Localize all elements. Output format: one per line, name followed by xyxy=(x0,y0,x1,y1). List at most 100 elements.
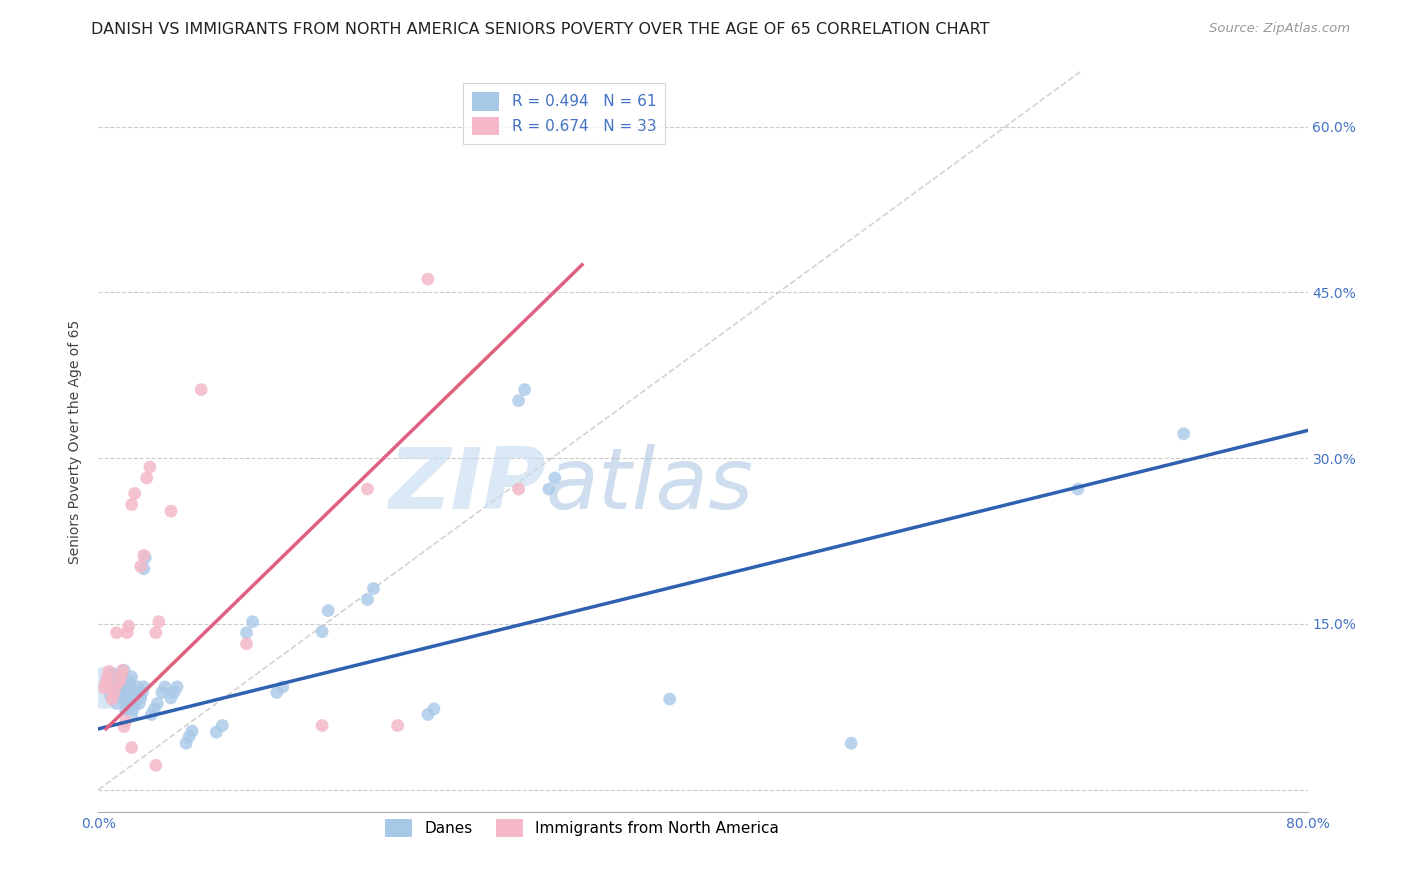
Point xyxy=(107,690,129,705)
Point xyxy=(118,686,141,700)
Point xyxy=(242,615,264,629)
Point xyxy=(163,685,186,699)
Point xyxy=(121,498,143,512)
Point xyxy=(100,689,122,703)
Point xyxy=(143,702,166,716)
Point xyxy=(104,681,127,695)
Point xyxy=(121,740,143,755)
Point xyxy=(387,718,409,732)
Point xyxy=(190,383,212,397)
Text: Source: ZipAtlas.com: Source: ZipAtlas.com xyxy=(1209,22,1350,36)
Point xyxy=(145,758,167,772)
Point xyxy=(134,550,156,565)
Point xyxy=(148,615,170,629)
Point xyxy=(120,675,142,690)
Point xyxy=(363,582,385,596)
Y-axis label: Seniors Poverty Over the Age of 65: Seniors Poverty Over the Age of 65 xyxy=(69,319,83,564)
Text: ZIP: ZIP xyxy=(388,444,546,527)
Legend: Danes, Immigrants from North America: Danes, Immigrants from North America xyxy=(377,811,787,845)
Point xyxy=(103,686,125,700)
Point xyxy=(131,685,153,699)
Point xyxy=(356,482,378,496)
Point xyxy=(121,670,143,684)
Point xyxy=(103,666,125,681)
Point xyxy=(114,714,136,728)
Point xyxy=(96,670,118,684)
Point xyxy=(316,604,339,618)
Point xyxy=(114,703,136,717)
Point xyxy=(311,624,333,639)
Point xyxy=(132,680,155,694)
Point xyxy=(124,690,146,705)
Point xyxy=(839,736,862,750)
Point xyxy=(118,681,141,695)
Point xyxy=(125,685,148,699)
Point xyxy=(103,674,125,689)
Point xyxy=(1173,426,1195,441)
Point xyxy=(128,697,150,711)
Point xyxy=(112,720,135,734)
Point xyxy=(508,482,530,496)
Point xyxy=(108,674,131,689)
Point xyxy=(537,482,560,496)
Point xyxy=(105,625,128,640)
Point xyxy=(508,393,530,408)
Point xyxy=(111,663,134,677)
Point xyxy=(124,697,146,711)
Point xyxy=(98,665,121,679)
Point xyxy=(129,559,152,574)
Point xyxy=(235,625,257,640)
Point xyxy=(129,690,152,705)
Point xyxy=(135,471,157,485)
Point xyxy=(166,680,188,694)
Text: DANISH VS IMMIGRANTS FROM NORTH AMERICA SENIORS POVERTY OVER THE AGE OF 65 CORRE: DANISH VS IMMIGRANTS FROM NORTH AMERICA … xyxy=(91,22,990,37)
Point xyxy=(235,637,257,651)
Point xyxy=(115,698,138,712)
Point xyxy=(356,592,378,607)
Point xyxy=(205,725,228,739)
Point xyxy=(132,561,155,575)
Point xyxy=(105,697,128,711)
Point xyxy=(211,718,233,732)
Point xyxy=(139,459,162,474)
Point xyxy=(110,674,132,689)
Point xyxy=(103,681,125,695)
Point xyxy=(160,504,183,518)
Point xyxy=(93,681,115,695)
Point xyxy=(271,680,294,694)
Point xyxy=(423,702,446,716)
Point xyxy=(179,730,201,744)
Point xyxy=(110,669,132,683)
Point xyxy=(141,707,163,722)
Point xyxy=(101,692,124,706)
Point xyxy=(513,383,536,397)
Point xyxy=(118,619,141,633)
Point xyxy=(108,680,131,694)
Point xyxy=(124,486,146,500)
Point xyxy=(122,702,145,716)
Point xyxy=(181,724,204,739)
Point xyxy=(115,692,138,706)
Point xyxy=(544,471,567,485)
Point xyxy=(1067,482,1090,496)
Point xyxy=(416,272,439,286)
Point xyxy=(416,707,439,722)
Point xyxy=(93,681,115,695)
Point xyxy=(145,625,167,640)
Point xyxy=(658,692,681,706)
Point xyxy=(153,680,176,694)
Point xyxy=(266,685,288,699)
Point xyxy=(115,625,138,640)
Text: atlas: atlas xyxy=(546,444,754,527)
Point xyxy=(108,685,131,699)
Point xyxy=(146,697,169,711)
Point xyxy=(121,707,143,722)
Point xyxy=(160,690,183,705)
Point xyxy=(311,718,333,732)
Point xyxy=(174,736,197,750)
Point xyxy=(150,685,173,699)
Point xyxy=(127,680,149,694)
Point xyxy=(111,669,134,683)
Point xyxy=(112,663,135,677)
Point xyxy=(132,549,155,563)
